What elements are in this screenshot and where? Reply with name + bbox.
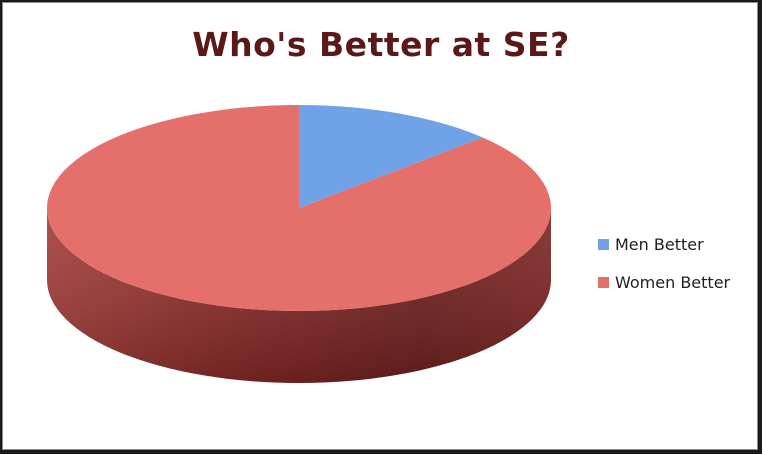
- legend-label: Women Better: [615, 272, 731, 292]
- legend-swatch-men-better: [598, 238, 609, 250]
- chart-title: Who's Better at SE?: [192, 25, 570, 64]
- pie-chart: [47, 105, 551, 383]
- pie-slice-women-better: [47, 105, 551, 312]
- pie-side-wall-shading: [47, 208, 551, 383]
- legend-swatch-women-better: [598, 276, 609, 288]
- legend: Men Better Women Better: [598, 233, 730, 309]
- legend-item-women-better: Women Better: [598, 271, 730, 293]
- legend-label: Men Better: [615, 234, 704, 254]
- pie-slice-men-better: [299, 105, 483, 208]
- legend-item-men-better: Men Better: [598, 233, 730, 255]
- chart-area: Who's Better at SE? Men Better Women Bet…: [2, 2, 758, 450]
